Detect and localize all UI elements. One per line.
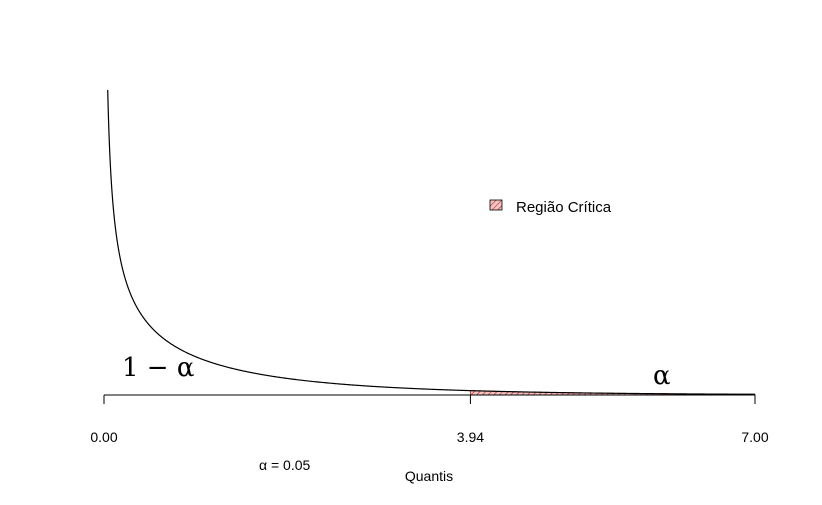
annotation-alpha-value: α = 0.05 bbox=[259, 457, 311, 473]
curve-layer bbox=[107, 89, 756, 395]
x-axis-label: Quantis bbox=[405, 468, 453, 484]
legend: Região Crítica bbox=[489, 199, 612, 216]
x-axis-ticks: 0.00 3.94 7.00 bbox=[90, 395, 769, 445]
legend-label-critical-region: Região Crítica bbox=[516, 199, 612, 216]
legend-swatch-critical-region bbox=[489, 199, 503, 211]
x-tick-label-0: 0.00 bbox=[90, 429, 117, 445]
annotation-acceptance: 1 − α bbox=[122, 353, 194, 383]
density-curve bbox=[107, 89, 756, 395]
annotation-rejection: α bbox=[653, 361, 671, 391]
x-tick-label-2: 7.00 bbox=[741, 429, 768, 445]
x-tick-label-1: 3.94 bbox=[457, 429, 484, 445]
